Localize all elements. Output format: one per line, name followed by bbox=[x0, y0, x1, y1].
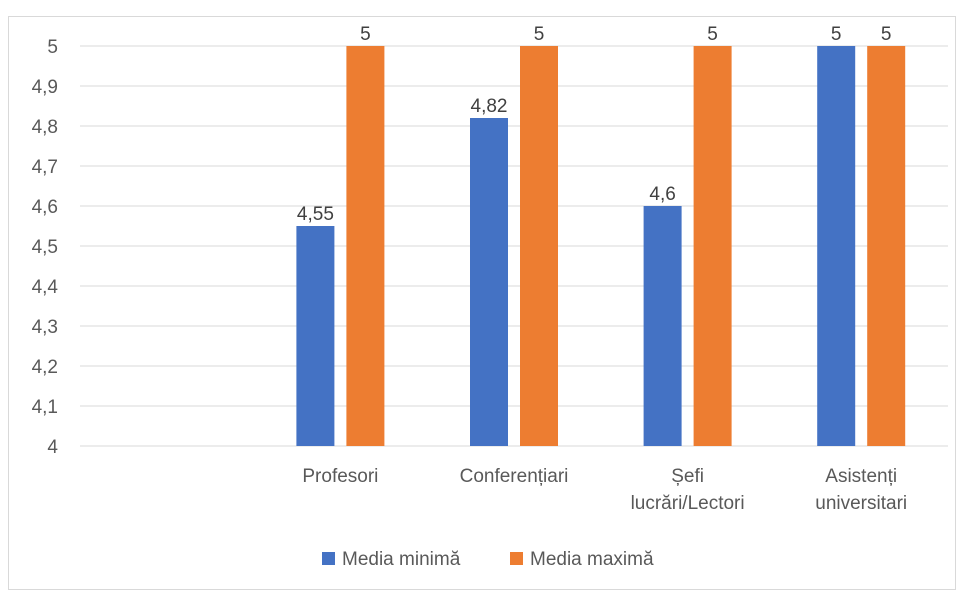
bar-min bbox=[817, 46, 856, 446]
y-tick-label: 4,8 bbox=[32, 117, 58, 138]
bar-min bbox=[643, 206, 682, 446]
y-tick-label: 4,9 bbox=[32, 77, 58, 98]
data-label: 4,55 bbox=[297, 204, 334, 225]
y-tick-label: 4,1 bbox=[32, 397, 58, 418]
x-tick-label: Conferențiari bbox=[460, 466, 569, 487]
y-tick-label: 5 bbox=[47, 37, 58, 58]
x-tick-label: Șefi bbox=[671, 466, 704, 487]
bar-min bbox=[470, 118, 508, 446]
bar-max bbox=[867, 46, 906, 446]
data-label: 5 bbox=[360, 24, 371, 45]
x-tick-label: universitari bbox=[815, 493, 907, 514]
x-tick-label: lucrări/Lectori bbox=[631, 493, 745, 514]
bar-min bbox=[296, 226, 335, 446]
y-tick-label: 4 bbox=[47, 437, 58, 458]
data-label: 4,82 bbox=[471, 96, 508, 117]
legend-label: Media minimă bbox=[342, 549, 461, 570]
data-label: 5 bbox=[707, 24, 718, 45]
y-tick-label: 4,2 bbox=[32, 357, 58, 378]
y-tick-label: 4,6 bbox=[32, 197, 58, 218]
x-tick-label: Profesori bbox=[302, 466, 378, 487]
y-tick-label: 4,3 bbox=[32, 317, 58, 338]
data-label: 5 bbox=[534, 24, 545, 45]
legend-swatch bbox=[322, 552, 335, 565]
data-label: 5 bbox=[881, 24, 892, 45]
legend-swatch bbox=[510, 552, 523, 565]
y-tick-label: 4,4 bbox=[32, 277, 59, 298]
bar-max bbox=[693, 46, 732, 446]
bar-max bbox=[520, 46, 558, 446]
y-tick-label: 4,5 bbox=[32, 237, 58, 258]
legend-label: Media maximă bbox=[530, 549, 654, 570]
data-label: 4,6 bbox=[649, 184, 675, 205]
x-tick-label: Asistenți bbox=[825, 466, 897, 487]
data-label: 5 bbox=[831, 24, 842, 45]
bar-max bbox=[346, 46, 385, 446]
y-tick-label: 4,7 bbox=[32, 157, 58, 178]
